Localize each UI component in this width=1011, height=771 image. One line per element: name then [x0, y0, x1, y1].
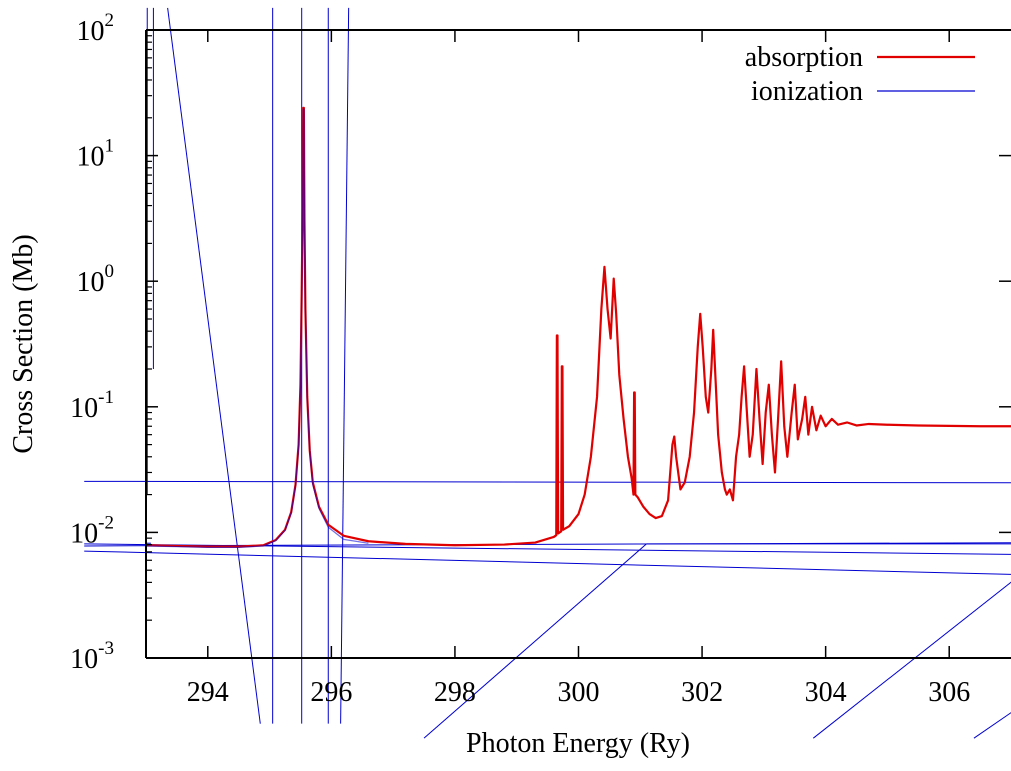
legend-label-absorption: absorption — [745, 42, 863, 73]
x-tick-label: 294 — [187, 677, 229, 708]
ionization-series-line — [146, 108, 369, 549]
plot-area — [146, 106, 1011, 549]
ionization-artifact-line-15 — [973, 712, 1011, 739]
y-tick-label: 102 — [77, 10, 115, 47]
ionization-artifact-line-14 — [812, 581, 1011, 739]
x-axis-title: Photon Energy (Ry) — [466, 728, 690, 759]
x-tick-label: 300 — [558, 677, 600, 708]
y-tick-label: 101 — [77, 136, 115, 173]
y-tick-label: 10-1 — [70, 387, 114, 424]
y-axis-title: Cross Section (Mb) — [8, 234, 39, 453]
x-tick-label: 304 — [805, 677, 847, 708]
x-tick-label: 298 — [434, 677, 476, 708]
x-tick-label: 306 — [928, 677, 970, 708]
ionization-artifact-line-9 — [84, 550, 1011, 575]
absorption-series-line — [146, 106, 1011, 548]
x-tick-label: 302 — [681, 677, 723, 708]
y-tick-label: 10-3 — [70, 638, 114, 675]
ionization-artifact-line-8 — [84, 480, 1011, 484]
ionization-artifact-lines — [84, 7, 1011, 739]
legend-label-ionization: ionization — [751, 76, 863, 107]
ionization-artifact-line-6 — [340, 7, 350, 724]
y-tick-label: 100 — [77, 261, 115, 298]
ionization-artifact-line-3 — [167, 7, 261, 724]
axes: 294 296 298 300 302 304 30610-310-210-11001011… — [8, 10, 1011, 759]
ionization-artifact-line-12 — [423, 543, 647, 739]
x-tick-label: 296 — [310, 677, 352, 708]
